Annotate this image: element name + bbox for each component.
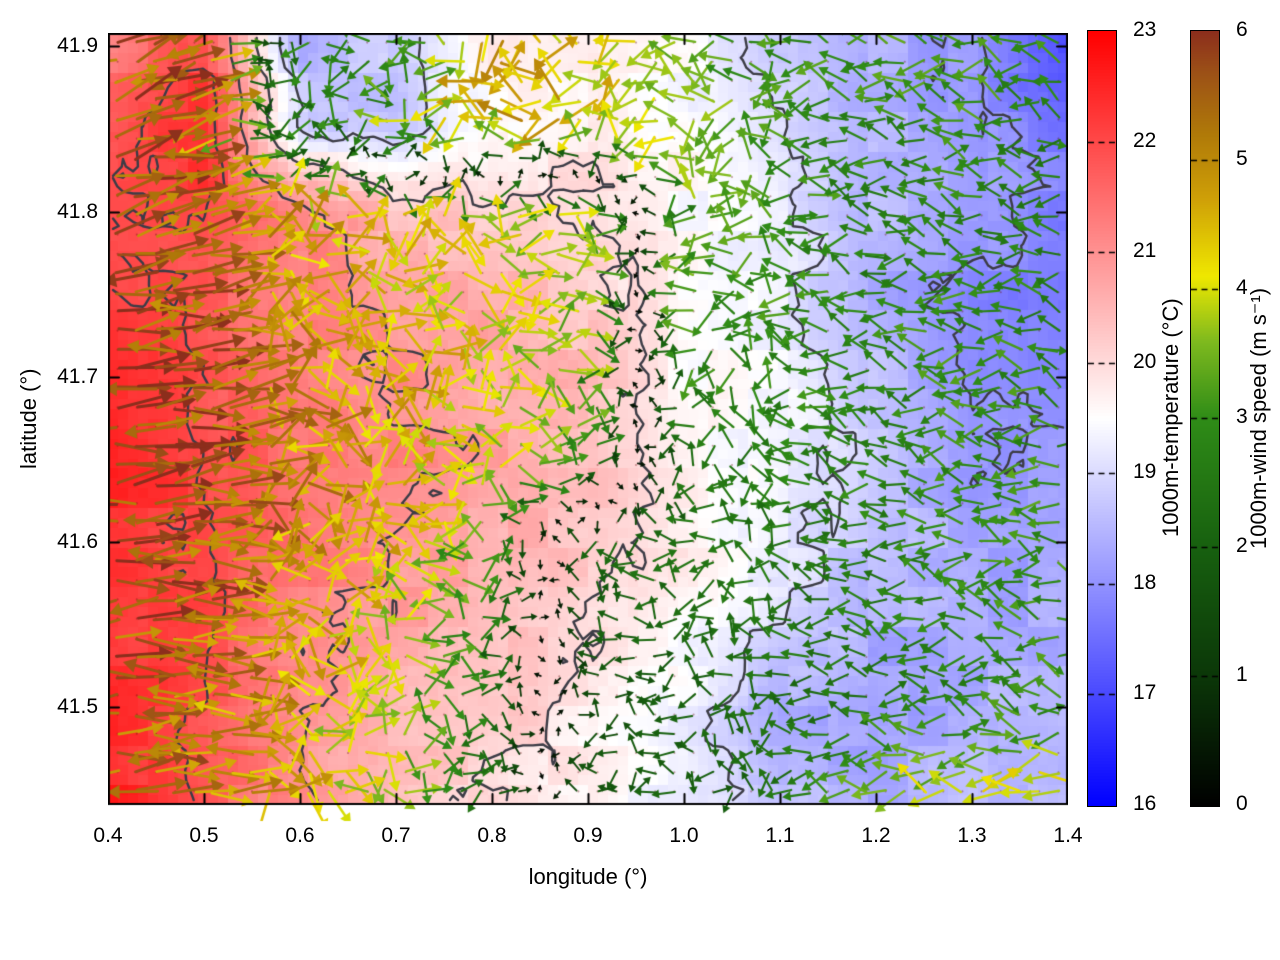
x-tick-label: 0.8 xyxy=(477,824,507,847)
y-tick-label: 41.7 xyxy=(57,364,98,388)
y-tick-label: 41.8 xyxy=(57,199,98,223)
wind-colorbar-tick-label: 0 xyxy=(1236,792,1248,815)
wind-colorbar-tick-label: 1 xyxy=(1236,663,1248,686)
temperature-colorbar-tick-label: 16 xyxy=(1133,792,1157,815)
x-tick-label: 1.1 xyxy=(765,824,795,847)
x-tick-label: 0.6 xyxy=(285,824,315,847)
temperature-colorbar-tick-label: 23 xyxy=(1133,18,1157,41)
wind-colorbar-tick-label: 2 xyxy=(1236,534,1248,557)
x-tick-label: 0.5 xyxy=(189,824,219,847)
wind-colorbar-tick-label: 4 xyxy=(1236,276,1248,299)
x-tick-label: 1.0 xyxy=(669,824,699,847)
temperature-colorbar-tick-label: 20 xyxy=(1133,349,1157,373)
wind-colorbar-tick-label: 3 xyxy=(1236,405,1248,428)
y-axis-title: latitude (°) xyxy=(16,368,41,470)
y-tick-label: 41.6 xyxy=(57,530,98,554)
x-axis-title: longitude (°) xyxy=(528,864,648,889)
temperature-colorbar-tick-label: 17 xyxy=(1133,681,1157,705)
temperature-colorbar xyxy=(1087,30,1117,807)
x-tick-label: 0.4 xyxy=(93,824,123,847)
temperature-colorbar-tick-label: 19 xyxy=(1133,460,1157,484)
y-tick-label: 41.9 xyxy=(57,34,98,58)
wind-speed-colorbar xyxy=(1190,30,1220,807)
x-tick-label: 1.3 xyxy=(957,824,987,847)
wind-colorbar-tick-label: 6 xyxy=(1236,18,1248,41)
x-tick-label: 0.7 xyxy=(381,824,411,847)
wind-colorbar-tick-label: 5 xyxy=(1236,147,1248,170)
temperature-colorbar-tick-label: 21 xyxy=(1133,239,1157,263)
x-tick-label: 1.4 xyxy=(1053,824,1083,847)
x-tick-label: 1.2 xyxy=(861,824,891,847)
x-tick-label: 0.9 xyxy=(573,824,603,847)
y-tick-label: 41.5 xyxy=(57,695,98,719)
temperature-colorbar-tick-label: 18 xyxy=(1133,570,1157,594)
vector-field-plot-canvas xyxy=(108,33,1068,823)
temperature-colorbar-tick-label: 22 xyxy=(1133,128,1157,152)
